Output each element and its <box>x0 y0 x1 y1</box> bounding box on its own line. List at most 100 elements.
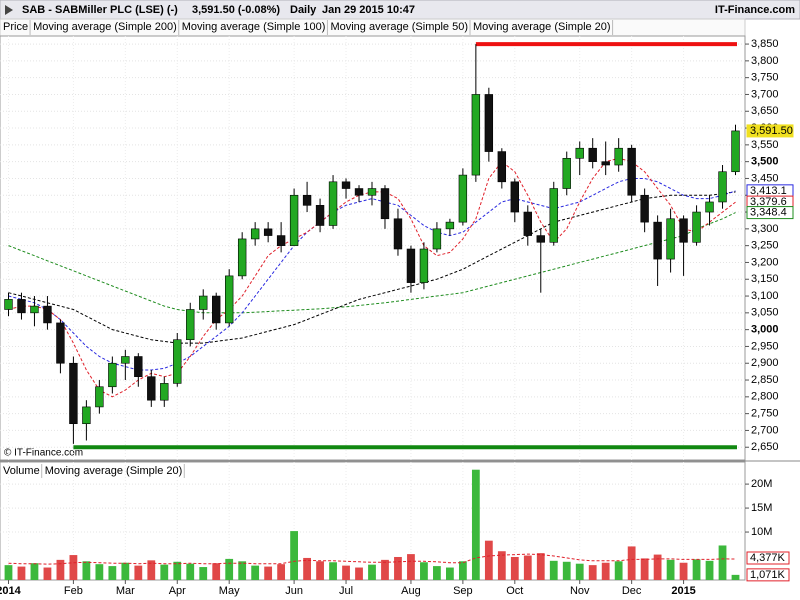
x-tick-label: Mar <box>116 585 135 597</box>
volume-bar <box>484 540 493 580</box>
candle-body <box>432 228 442 250</box>
volume-tag <box>746 551 790 565</box>
y-tick-label: 3,100 <box>751 290 779 302</box>
y-tick-label: 2,750 <box>751 408 779 420</box>
x-tick-label: Nov <box>570 585 590 597</box>
candle-body <box>186 309 195 341</box>
volume-bar <box>316 561 324 580</box>
legend-entry[interactable]: Moving average (Simple 20) <box>45 465 183 477</box>
candle-body <box>289 194 299 246</box>
candle-body <box>4 299 13 310</box>
y-tick-label: 2,800 <box>751 391 779 403</box>
legend-entry[interactable]: Moving average (Simple 100) <box>182 21 326 33</box>
volume-bar <box>536 553 545 580</box>
candle-body <box>250 228 260 240</box>
candle-body <box>380 188 390 220</box>
volume-bar <box>666 559 675 580</box>
volume-bar <box>471 469 480 580</box>
volume-bar <box>497 551 506 580</box>
candle-body <box>367 188 377 196</box>
volume-bar <box>30 563 39 580</box>
x-tick-label: Jul <box>339 585 353 597</box>
y-tick-label: 3,750 <box>751 72 779 84</box>
x-tick-label: May <box>219 585 240 597</box>
volume-bar <box>43 567 52 580</box>
volume-bar <box>238 561 247 580</box>
legend-entry[interactable]: Volume <box>3 465 40 477</box>
copyright: © IT-Finance.com <box>4 448 83 459</box>
volume-bar <box>718 545 727 580</box>
volume-tag <box>746 568 790 582</box>
volume-tag-label: 1,071K <box>750 569 786 581</box>
volume-tag-label: 4,377K <box>750 552 786 564</box>
volume-bar <box>394 556 402 580</box>
volume-bar <box>264 566 273 580</box>
candle-body <box>562 157 571 189</box>
volume-bar <box>368 564 376 580</box>
volume-bar <box>640 558 649 580</box>
candle-body <box>56 322 65 364</box>
candle-body <box>341 181 351 189</box>
legend-entry[interactable]: Moving average (Simple 200) <box>33 21 177 33</box>
header: SAB - SABMiller PLC (LSE) (-) 3,591.50 (… <box>22 4 795 16</box>
candle-body <box>302 194 312 206</box>
candle-body <box>510 181 520 213</box>
candle-body <box>43 305 52 324</box>
legend-entry[interactable]: Price <box>3 21 28 33</box>
legend-entry[interactable]: Moving average (Simple 50) <box>330 21 468 33</box>
menu-arrow[interactable] <box>5 5 13 15</box>
volume-bar <box>549 560 558 580</box>
volume-bar <box>588 565 597 580</box>
x-tick-label: Aug <box>401 585 421 597</box>
candle-body <box>134 356 143 377</box>
legend-entry[interactable]: Moving average (Simple 20) <box>473 21 611 33</box>
y-tick-label: 2,950 <box>751 340 779 352</box>
y-tick-label: 3,300 <box>751 223 779 235</box>
candle-body <box>549 188 558 243</box>
y-tick-label: 2,650 <box>751 441 779 453</box>
y-tick-label: 3,200 <box>751 256 779 268</box>
candle-body <box>69 362 78 425</box>
y-tick-label: 20M <box>751 478 772 490</box>
candle-body <box>419 248 429 283</box>
candle-body <box>17 299 26 314</box>
price-tag <box>746 124 794 138</box>
y-tick-label: 2,700 <box>751 424 779 436</box>
y-tick-label: 2,900 <box>751 357 779 369</box>
price-tag <box>746 206 794 220</box>
volume-bar <box>147 560 156 580</box>
volume-bar <box>601 562 610 580</box>
candle-body <box>588 147 597 162</box>
candle-body <box>536 235 545 243</box>
volume-bar <box>251 565 260 580</box>
x-tick-label: 2015 <box>671 585 695 597</box>
y-tick-label: 3,700 <box>751 88 779 100</box>
volume-bar <box>731 574 740 580</box>
y-tick-label: 3,650 <box>751 105 779 117</box>
candle-body <box>160 383 169 401</box>
y-tick-label: 3,150 <box>751 273 779 285</box>
candle-body <box>121 356 130 364</box>
candle-body <box>212 295 221 324</box>
y-tick-label: 10M <box>751 526 772 538</box>
volume-bar <box>381 559 389 580</box>
x-tick-label: Apr <box>169 585 186 597</box>
candle-body <box>666 218 675 260</box>
date: Jan 29 2015 10:47 <box>322 4 415 16</box>
volume-bar <box>290 531 298 580</box>
volume-bar <box>420 562 428 580</box>
candle-body <box>484 94 494 152</box>
candle-body <box>523 211 532 236</box>
candle-body <box>224 275 234 324</box>
brand: IT-Finance.com <box>715 4 795 16</box>
candle-body <box>627 147 636 196</box>
x-tick-label: Feb <box>64 585 83 597</box>
volume-bar <box>121 562 130 580</box>
volume-bar <box>212 563 221 580</box>
x-tick-label: Oct <box>506 585 523 597</box>
y-tick-label: 3,050 <box>751 307 779 319</box>
candle-body <box>263 228 273 236</box>
candle-body <box>95 386 104 408</box>
volume-bar <box>653 554 662 580</box>
